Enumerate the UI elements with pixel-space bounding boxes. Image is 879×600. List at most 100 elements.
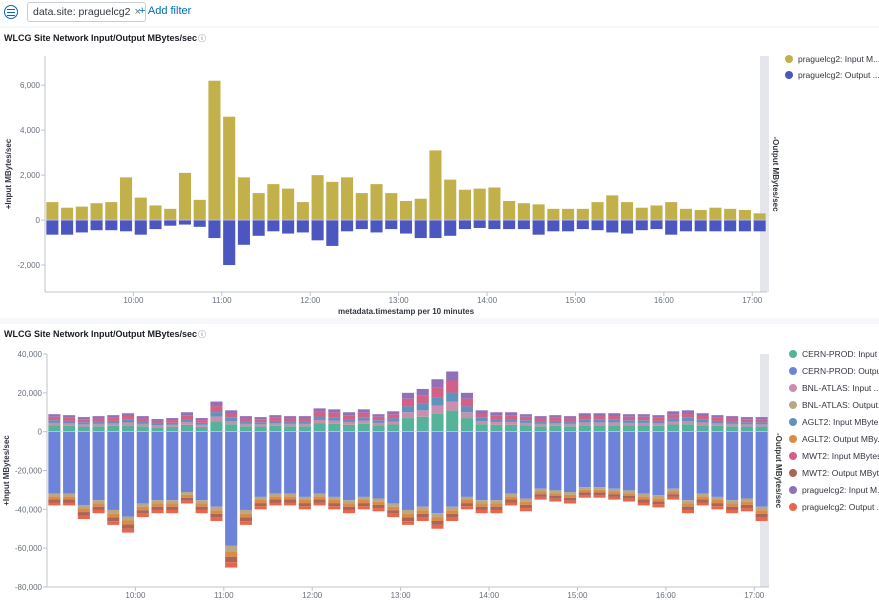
bar-segment (755, 417, 768, 420)
bar-segment (431, 524, 444, 529)
bar (105, 220, 118, 231)
bar-segment (107, 417, 120, 421)
bar (178, 220, 192, 225)
legend-item[interactable]: AGLT2: Output MBy... (789, 434, 879, 444)
bar-segment (77, 419, 90, 423)
legend-item[interactable]: BNL-ATLAS: Output... (789, 400, 879, 410)
legend-item[interactable]: MWT2: Output MByt... (789, 468, 879, 478)
bar-segment (564, 492, 577, 495)
bar-segment (298, 423, 311, 427)
bar-segment (740, 501, 753, 505)
bar-segment (401, 517, 415, 522)
bar-segment (608, 419, 621, 423)
legend-item[interactable]: BNL-ATLAS: Input ... (789, 383, 879, 393)
add-filter-button[interactable]: + Add filter (139, 5, 192, 17)
x-tick-label: 10:00 (123, 296, 144, 305)
legend-label: praguelcg2: Input M... (798, 54, 879, 64)
bar-segment (328, 506, 341, 510)
bar-segment (711, 496, 724, 501)
bar-segment (681, 503, 695, 507)
remove-filter-icon[interactable]: × (134, 6, 141, 18)
bar-segment (549, 415, 562, 418)
legend-label: MWT2: Output MByt... (802, 468, 879, 478)
bar-segment (225, 431, 238, 546)
bar-segment (166, 509, 179, 514)
bar-segment (107, 420, 120, 424)
bar-segment (490, 509, 503, 514)
bar-segment (652, 504, 665, 508)
bar-segment (505, 499, 518, 503)
bar-segment (239, 513, 252, 518)
bar-segment (593, 425, 606, 432)
bar-segment (446, 371, 459, 381)
bar-segment (490, 424, 503, 432)
filter-pill-label[interactable]: data.site: praguelcg2 (33, 6, 131, 18)
bar (724, 208, 737, 221)
bar-segment (549, 423, 562, 426)
bar-segment (755, 431, 768, 507)
bar-segment (681, 413, 695, 418)
bar-segment (696, 415, 709, 420)
bar-segment (711, 431, 724, 497)
bar-segment (416, 395, 429, 404)
info-icon[interactable]: ⓘ (198, 330, 207, 339)
bar (753, 213, 766, 221)
bar-segment (475, 417, 488, 421)
bar-segment (755, 419, 768, 423)
bar-segment (490, 431, 503, 501)
bar-segment (151, 419, 164, 421)
filter-options-icon[interactable] (4, 5, 18, 19)
legend-item[interactable]: MWT2: Input MBytes... (789, 451, 879, 461)
bar (635, 220, 648, 231)
bar-segment (225, 556, 238, 563)
bar-segment (284, 423, 297, 427)
bar-segment (519, 431, 532, 499)
filter-bar: data.site: praguelcg2 × + Add filter (0, 0, 879, 26)
bar (576, 220, 589, 230)
legend-item[interactable]: praguelcg2: Output ... (789, 502, 879, 512)
bar-segment (151, 500, 164, 504)
bar-segment (92, 509, 105, 514)
bar-segment (652, 431, 665, 496)
bar-segment (48, 499, 61, 503)
x-tick-label: 11:00 (214, 591, 234, 600)
bar-segment (92, 500, 105, 504)
legend-item[interactable]: AGLT2: Input MByte... (789, 417, 879, 427)
bar-segment (711, 500, 724, 504)
bar-segment (681, 431, 695, 501)
legend-item[interactable]: praguelcg2: Input M... (789, 485, 879, 495)
bar-segment (549, 493, 562, 496)
filter-pill[interactable]: data.site: praguelcg2 × (27, 2, 146, 22)
bar-segment (740, 426, 753, 432)
bar-segment (726, 423, 739, 427)
bar-segment (652, 423, 665, 426)
bar-segment (637, 425, 650, 432)
info-icon[interactable]: ⓘ (198, 34, 207, 43)
bar-segment (328, 423, 341, 432)
bar-segment (549, 431, 562, 491)
legend-swatch (785, 71, 793, 79)
bar-segment (63, 502, 76, 506)
bar-segment (637, 416, 650, 421)
bar-segment (667, 494, 680, 497)
legend-item[interactable]: CERN-PROD: Input ... (789, 349, 879, 359)
bar (591, 202, 604, 221)
bar-segment (711, 423, 724, 426)
legend-item[interactable]: CERN-PROD: Output... (789, 366, 879, 376)
legend-swatch (789, 486, 797, 494)
legend-item[interactable]: praguelcg2: Input M... (785, 54, 879, 64)
bar (620, 202, 634, 221)
bar-segment (593, 419, 606, 423)
bar-segment (740, 424, 753, 427)
bar (385, 220, 398, 230)
bar-segment (284, 418, 297, 422)
panel-title: WLCG Site Network Input/Output MBytes/se… (4, 329, 206, 340)
bar (547, 220, 560, 232)
bar-segment (63, 496, 76, 500)
legend-swatch (789, 401, 797, 409)
bar-segment (357, 420, 370, 424)
bar (547, 208, 560, 221)
panel-title-text: WLCG Site Network Input/Output MBytes/se… (4, 329, 198, 339)
bar-segment (416, 416, 429, 432)
legend-item[interactable]: praguelcg2: Output ... (785, 70, 879, 80)
